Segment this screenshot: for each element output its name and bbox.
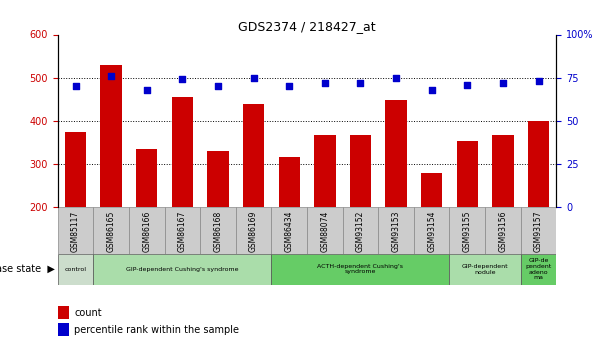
Text: ACTH-dependent Cushing's
syndrome: ACTH-dependent Cushing's syndrome bbox=[317, 264, 404, 275]
Point bbox=[391, 75, 401, 80]
Bar bbox=[414, 207, 449, 254]
Bar bbox=[58, 323, 69, 336]
Bar bbox=[94, 254, 271, 285]
Bar bbox=[343, 207, 378, 254]
Point bbox=[249, 75, 258, 80]
Point bbox=[213, 83, 223, 89]
Bar bbox=[528, 121, 549, 207]
Bar bbox=[171, 97, 193, 207]
Text: GSM85117: GSM85117 bbox=[71, 211, 80, 252]
Title: GDS2374 / 218427_at: GDS2374 / 218427_at bbox=[238, 20, 376, 33]
Bar bbox=[449, 207, 485, 254]
Point bbox=[463, 82, 472, 87]
Text: GSM93154: GSM93154 bbox=[427, 211, 436, 252]
Bar bbox=[136, 149, 157, 207]
Bar bbox=[58, 207, 94, 254]
Bar bbox=[457, 141, 478, 207]
Text: GIP-dependent Cushing's syndrome: GIP-dependent Cushing's syndrome bbox=[126, 267, 239, 272]
Text: GSM93155: GSM93155 bbox=[463, 211, 472, 252]
Point bbox=[71, 83, 80, 89]
Text: GSM86169: GSM86169 bbox=[249, 211, 258, 252]
Text: GSM88074: GSM88074 bbox=[320, 211, 330, 252]
Text: GSM86166: GSM86166 bbox=[142, 211, 151, 252]
Bar bbox=[520, 207, 556, 254]
Text: GIP-dependent
nodule: GIP-dependent nodule bbox=[462, 264, 508, 275]
Bar bbox=[307, 207, 343, 254]
Bar bbox=[94, 207, 129, 254]
Bar bbox=[65, 131, 86, 207]
Point bbox=[320, 80, 330, 86]
Point bbox=[356, 80, 365, 86]
Bar bbox=[421, 173, 443, 207]
Bar bbox=[200, 207, 236, 254]
Bar bbox=[58, 306, 69, 319]
Bar bbox=[271, 207, 307, 254]
Text: GSM93156: GSM93156 bbox=[499, 211, 508, 252]
Bar bbox=[485, 207, 520, 254]
Point bbox=[106, 73, 116, 79]
Point bbox=[285, 83, 294, 89]
Text: GSM86168: GSM86168 bbox=[213, 211, 223, 252]
Text: percentile rank within the sample: percentile rank within the sample bbox=[74, 325, 239, 335]
Bar bbox=[165, 207, 200, 254]
Bar bbox=[378, 207, 414, 254]
Point bbox=[498, 80, 508, 86]
Bar bbox=[350, 135, 371, 207]
Point bbox=[178, 77, 187, 82]
Text: GSM93157: GSM93157 bbox=[534, 211, 543, 252]
Bar bbox=[520, 254, 556, 285]
Text: disease state  ▶: disease state ▶ bbox=[0, 264, 55, 274]
Bar bbox=[271, 254, 449, 285]
Text: GSM93152: GSM93152 bbox=[356, 211, 365, 252]
Text: GSM93153: GSM93153 bbox=[392, 211, 401, 252]
Bar bbox=[243, 104, 264, 207]
Text: count: count bbox=[74, 308, 102, 317]
Bar bbox=[58, 254, 94, 285]
Bar bbox=[492, 135, 514, 207]
Text: GSM86434: GSM86434 bbox=[285, 211, 294, 252]
Point bbox=[142, 87, 151, 92]
Point bbox=[427, 87, 437, 92]
Bar bbox=[236, 207, 271, 254]
Bar bbox=[129, 207, 165, 254]
Text: GSM86165: GSM86165 bbox=[106, 211, 116, 252]
Text: control: control bbox=[64, 267, 86, 272]
Bar bbox=[278, 157, 300, 207]
Bar bbox=[314, 135, 336, 207]
Point bbox=[534, 78, 544, 84]
Bar bbox=[100, 65, 122, 207]
Bar bbox=[207, 151, 229, 207]
Text: GIP-de
pendent
adeno
ma: GIP-de pendent adeno ma bbox=[525, 258, 551, 280]
Bar bbox=[385, 100, 407, 207]
Bar bbox=[449, 254, 520, 285]
Text: GSM86167: GSM86167 bbox=[178, 211, 187, 252]
